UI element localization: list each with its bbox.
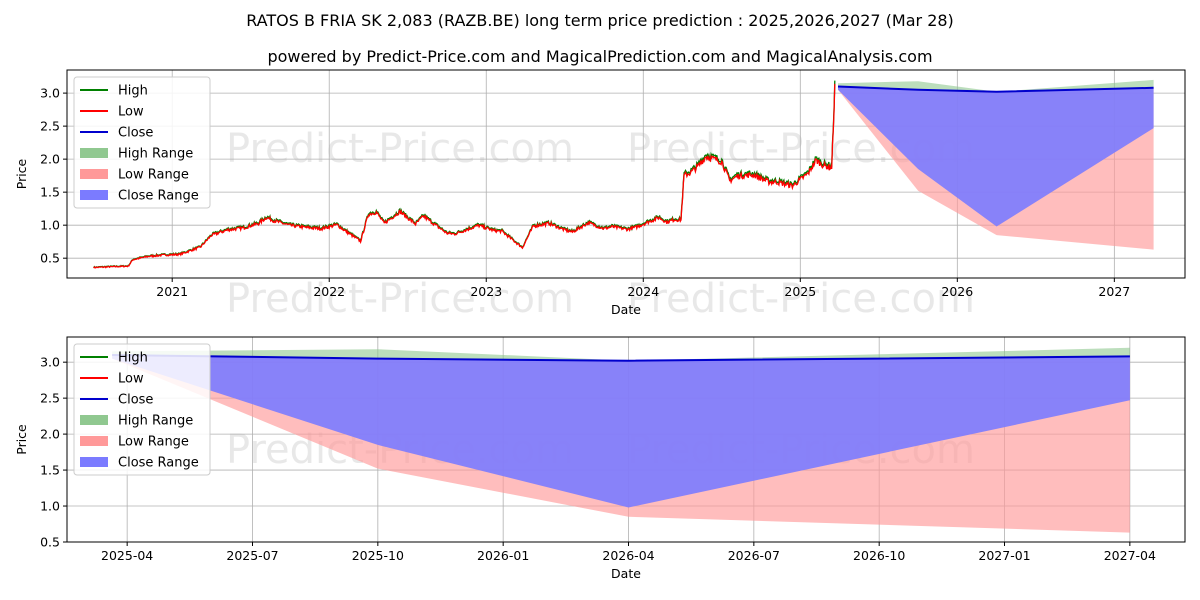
legend-item-close-range: Close Range [118, 456, 199, 471]
legend-swatch [80, 148, 108, 158]
x-tick-label: 2026-10 [853, 548, 905, 563]
chart-subtitle: powered by Predict-Price.com and Magical… [267, 47, 932, 66]
y-axis-label: Price [14, 424, 29, 455]
x-tick-label: 2021 [156, 284, 188, 299]
y-tick-label: 2.0 [40, 427, 60, 442]
legend-item-high-range: High Range [118, 147, 193, 162]
x-tick-label: 2026-07 [728, 548, 780, 563]
x-tick-label: 2027-01 [978, 548, 1030, 563]
legend-swatch [80, 169, 108, 179]
y-tick-label: 0.5 [40, 251, 60, 266]
x-tick-label: 2024 [627, 284, 659, 299]
y-tick-label: 1.5 [40, 463, 60, 478]
x-axis-label: Date [611, 566, 641, 581]
legend: High Low Close High Range Low Range Close Ran… [73, 76, 211, 209]
x-tick-label: 2027 [1098, 284, 1130, 299]
close-line [112, 354, 1130, 362]
y-axis-label: Price [14, 158, 29, 189]
legend-swatch [80, 457, 108, 467]
legend-item-high: High [118, 351, 148, 366]
y-tick-label: 2.5 [40, 119, 60, 134]
watermark-text: Predict-Price.com [226, 126, 574, 172]
x-tick-label: 2025-07 [226, 548, 278, 563]
y-tick-label: 1.0 [40, 499, 60, 514]
legend-swatch [80, 436, 108, 446]
legend-item-low: Low [118, 372, 144, 387]
low-line [93, 83, 836, 269]
panel-long-term: Predict-Price.com Predict-Price.com Predic… [14, 69, 1186, 322]
chart-title: RATOS B FRIA SK 2,083 (RAZB.BE) long ter… [246, 11, 954, 30]
plot-frame [66, 336, 1186, 543]
legend-item-low: Low [118, 105, 144, 120]
legend-item-close: Close [118, 126, 153, 141]
plot-frame [66, 69, 1186, 279]
close-line [837, 85, 1154, 93]
legend-item-close: Close [118, 393, 153, 408]
x-tick-label: 2025-04 [101, 548, 153, 563]
x-tick-label: 2025-10 [352, 548, 404, 563]
y-tick-label: 0.5 [40, 535, 60, 550]
legend-swatch [80, 190, 108, 200]
legend-item-high: High [118, 84, 148, 99]
legend-item-close-range: Close Range [118, 189, 199, 204]
x-tick-label: 2025 [784, 284, 816, 299]
y-tick-label: 2.0 [40, 152, 60, 167]
close-range-area [112, 355, 1130, 508]
x-tick-label: 2023 [470, 284, 502, 299]
x-axis-label: Date [611, 302, 641, 317]
close-range-area [838, 86, 1154, 227]
y-tick-label: 3.0 [40, 355, 60, 370]
x-tick-label: 2026-01 [477, 548, 529, 563]
y-tick-label: 1.5 [40, 185, 60, 200]
y-tick-label: 1.0 [40, 218, 60, 233]
legend: High Low Close High Range Low Range Close Ran… [73, 343, 211, 476]
panel-prediction-zoom: Predict-Price.comPredict-Price.com2025-0… [14, 336, 1186, 581]
legend-item-low-range: Low Range [118, 168, 189, 183]
legend-item-low-range: Low Range [118, 435, 189, 450]
x-tick-label: 2027-04 [1104, 548, 1156, 563]
y-tick-label: 3.0 [40, 86, 60, 101]
watermark-text: Predict-Price.com [226, 276, 574, 322]
x-tick-label: 2026-04 [602, 548, 654, 563]
x-tick-label: 2022 [313, 284, 345, 299]
x-tick-label: 2026 [941, 284, 973, 299]
legend-item-high-range: High Range [118, 414, 193, 429]
watermark-text: Predict-Price.com [627, 276, 975, 322]
legend-swatch [80, 415, 108, 425]
y-tick-label: 2.5 [40, 391, 60, 406]
